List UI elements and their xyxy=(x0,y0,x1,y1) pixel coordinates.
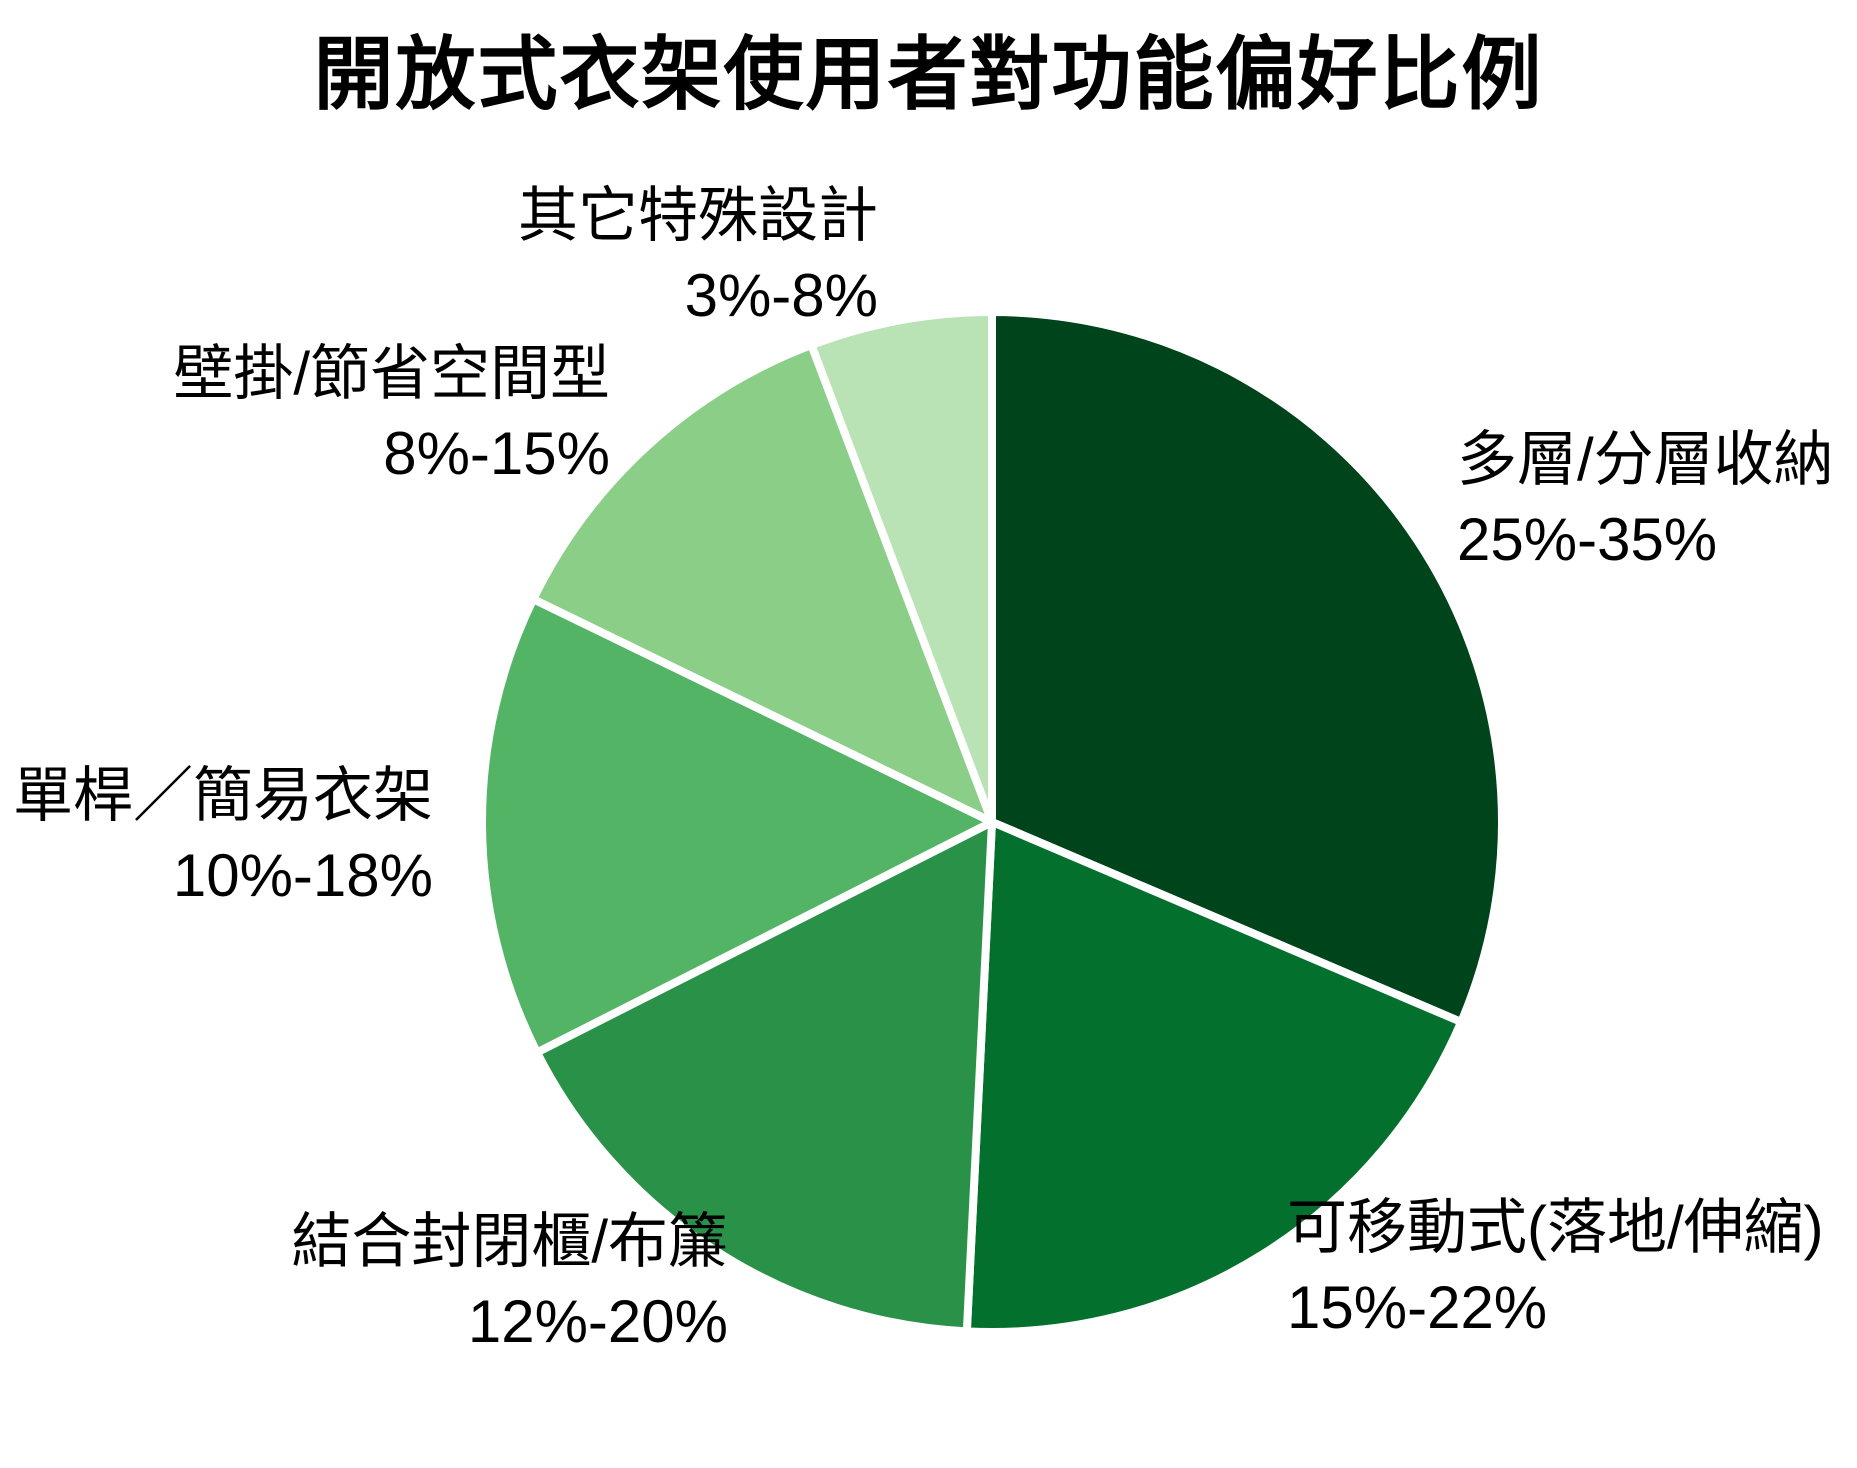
slice-label-wall-mounted: 壁掛/節省空間型 8%-15% xyxy=(173,334,610,494)
slice-label-range: 25%-35% xyxy=(1457,506,1718,573)
slice-label-single-rod: 單桿／簡易衣架 10%-18% xyxy=(13,756,433,916)
slice-label-range: 10%-18% xyxy=(172,842,433,909)
slice-label-other-special: 其它特殊設計 3%-8% xyxy=(518,176,878,336)
slice-label-movable: 可移動式(落地/伸縮) 15%-22% xyxy=(1287,1188,1824,1348)
chart-title: 開放式衣架使用者對功能偏好比例 xyxy=(313,30,1544,119)
slice-label-range: 8%-15% xyxy=(383,420,610,487)
slice-label-range: 3%-8% xyxy=(684,262,878,329)
pie-slice-0 xyxy=(988,308,1507,1026)
slice-label-text: 其它特殊設計 xyxy=(518,182,878,249)
pie-slice-1 xyxy=(962,818,1466,1336)
slice-label-range: 15%-22% xyxy=(1287,1274,1548,1341)
pie-slice-4 xyxy=(529,341,996,826)
slice-label-text: 結合封閉櫃/布簾 xyxy=(291,1208,728,1275)
pie-slice-3 xyxy=(478,595,996,1057)
pie-slice-5 xyxy=(807,308,996,826)
pie-slice-2 xyxy=(533,818,996,1336)
slice-label-range: 12%-20% xyxy=(467,1288,728,1355)
slice-label-multi-layer: 多層/分層收納 25%-35% xyxy=(1457,420,1834,580)
slice-label-text: 多層/分層收納 xyxy=(1457,426,1834,493)
slice-label-closed-cabinet: 結合封閉櫃/布簾 12%-20% xyxy=(291,1202,728,1362)
slice-label-text: 壁掛/節省空間型 xyxy=(173,340,610,407)
slice-label-text: 可移動式(落地/伸縮) xyxy=(1287,1194,1824,1261)
slice-label-text: 單桿／簡易衣架 xyxy=(13,762,433,829)
